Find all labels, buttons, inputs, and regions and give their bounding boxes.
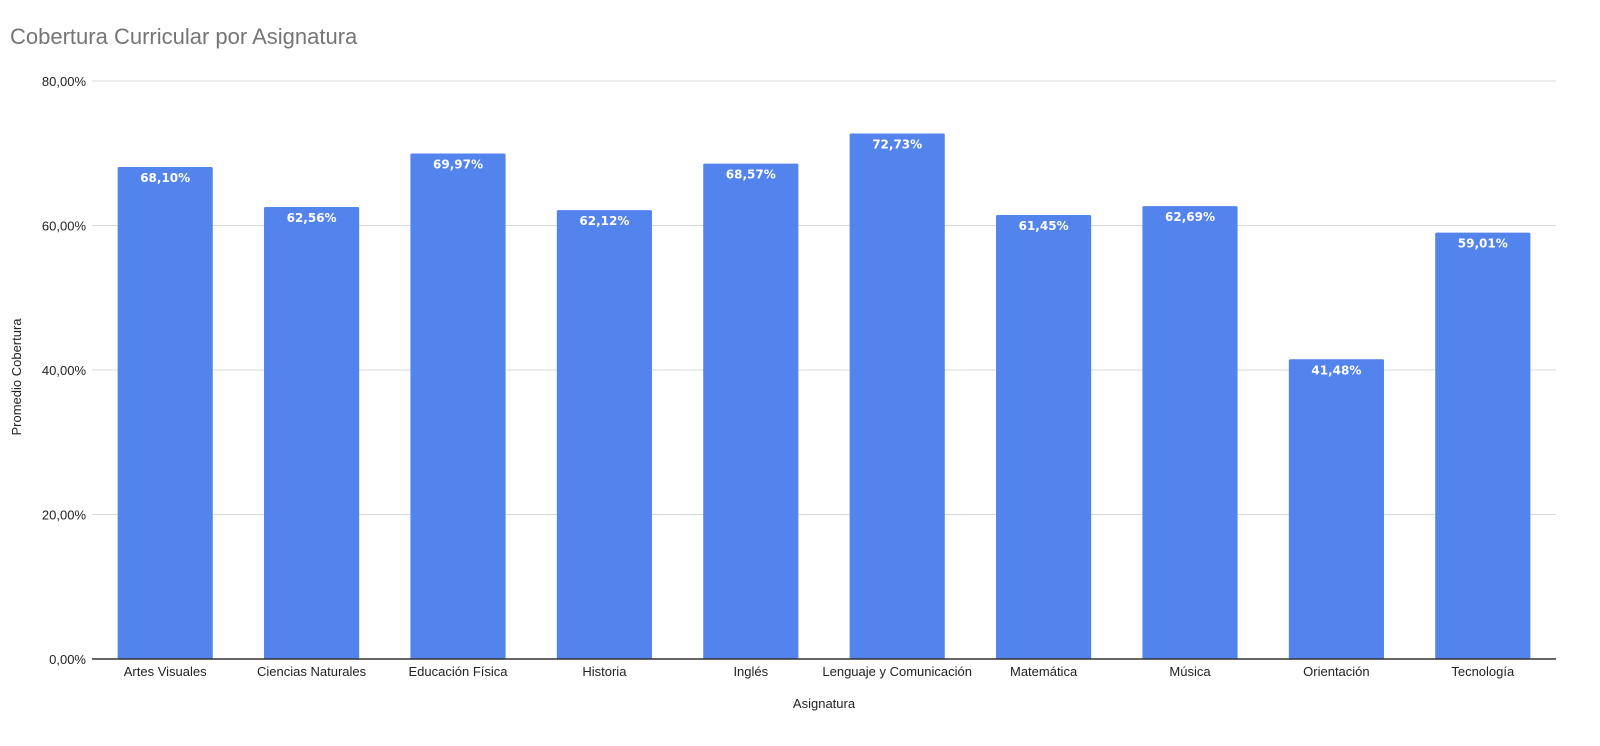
bar [703, 163, 799, 659]
bar-value-label: 41,48% [1311, 363, 1361, 377]
bar-value-label: 61,45% [1019, 219, 1069, 233]
bar-value-label: 68,57% [726, 168, 776, 182]
x-tick-label: Historia [582, 664, 627, 679]
bars [117, 133, 1531, 660]
y-tick-label: 20,00% [42, 508, 87, 523]
x-tick-label: Orientación [1303, 664, 1369, 679]
bar [1142, 206, 1238, 659]
x-tick-label: Ciencias Naturales [257, 664, 367, 679]
x-axis-ticks: Artes Visuales Ciencias Naturales Educació… [124, 664, 1515, 679]
x-tick-label: Artes Visuales [124, 664, 207, 679]
bar-value-label: 62,56% [287, 211, 337, 225]
bar-value-label: 72,73% [872, 138, 922, 152]
bar-value-label: 62,69% [1165, 210, 1215, 224]
y-tick-label: 0,00% [49, 652, 86, 667]
y-axis-ticks: 0,00% 20,00% 40,00% 60,00% 80,00% [42, 74, 87, 667]
y-tick-label: 40,00% [42, 363, 87, 378]
x-axis-title: Asignatura [793, 696, 856, 711]
x-tick-label: Lenguaje y Comunicación [822, 664, 972, 679]
y-tick-label: 80,00% [42, 74, 87, 89]
y-axis-title: Promedio Cobertura [9, 318, 24, 436]
bar [556, 210, 652, 660]
y-tick-label: 60,00% [42, 219, 87, 234]
bar-value-label: 62,12% [579, 214, 629, 228]
x-tick-label: Música [1169, 664, 1211, 679]
bar [849, 133, 945, 659]
bar [264, 207, 360, 659]
x-tick-label: Matemática [1010, 664, 1078, 679]
data-labels: 68,10% 62,56% 69,97% 62,12% 68,57% 72,73% 61,4… [140, 138, 1508, 378]
x-tick-label: Inglés [733, 664, 768, 679]
bar-value-label: 68,10% [140, 171, 190, 185]
bar [410, 153, 506, 660]
bar [117, 166, 213, 660]
bar-value-label: 69,97% [433, 157, 483, 171]
x-tick-label: Educación Física [409, 664, 509, 679]
chart-title: Cobertura Curricular por Asignatura [10, 24, 358, 49]
bar-value-label: 59,01% [1458, 237, 1508, 251]
bar [1435, 232, 1531, 659]
bar [996, 215, 1092, 659]
x-tick-label: Tecnología [1451, 664, 1515, 679]
bar [1288, 359, 1384, 659]
